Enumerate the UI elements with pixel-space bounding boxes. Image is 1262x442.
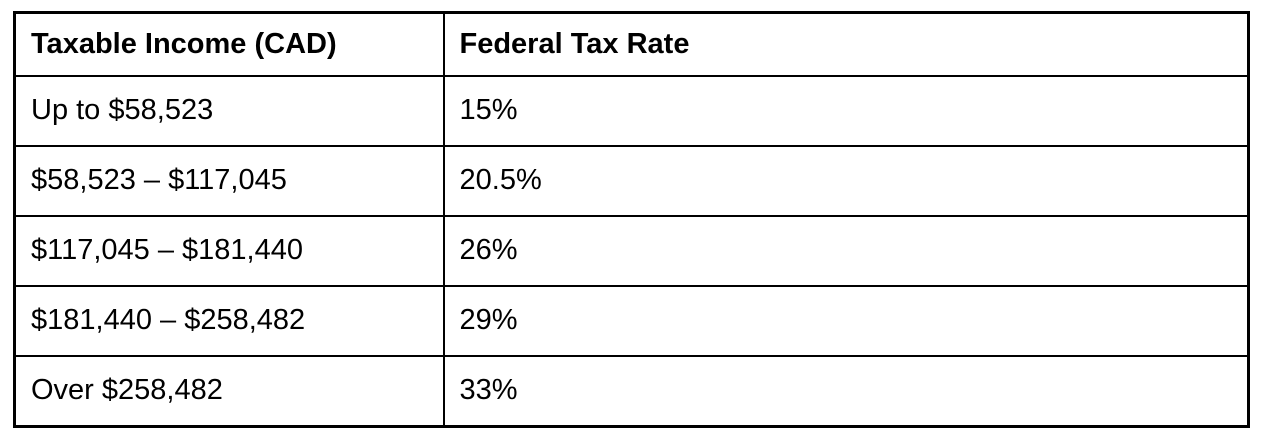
taxable-income-cell: $58,523 – $117,045 bbox=[13, 145, 445, 217]
federal-tax-rate-cell: 29% bbox=[442, 285, 1250, 357]
federal-tax-rate-cell: 20.5% bbox=[442, 145, 1250, 217]
taxable-income-cell: $181,440 – $258,482 bbox=[13, 285, 445, 357]
taxable-income-cell: $117,045 – $181,440 bbox=[13, 215, 445, 287]
table-row: Over $258,482 33% bbox=[13, 355, 1250, 428]
federal-tax-rate-cell: 15% bbox=[442, 75, 1250, 147]
table-row: $58,523 – $117,045 20.5% bbox=[13, 145, 1250, 217]
table-row: $181,440 – $258,482 29% bbox=[13, 285, 1250, 357]
table-header-row: Taxable Income (CAD) Federal Tax Rate bbox=[13, 11, 1250, 77]
table-row: $117,045 – $181,440 26% bbox=[13, 215, 1250, 287]
column-header-federal-tax-rate: Federal Tax Rate bbox=[442, 11, 1250, 77]
federal-tax-rate-cell: 26% bbox=[442, 215, 1250, 287]
tax-brackets-table: Taxable Income (CAD) Federal Tax Rate Up… bbox=[13, 11, 1250, 428]
column-header-taxable-income: Taxable Income (CAD) bbox=[13, 11, 445, 77]
federal-tax-rate-cell: 33% bbox=[442, 355, 1250, 428]
table-row: Up to $58,523 15% bbox=[13, 75, 1250, 147]
taxable-income-cell: Up to $58,523 bbox=[13, 75, 445, 147]
taxable-income-cell: Over $258,482 bbox=[13, 355, 445, 428]
